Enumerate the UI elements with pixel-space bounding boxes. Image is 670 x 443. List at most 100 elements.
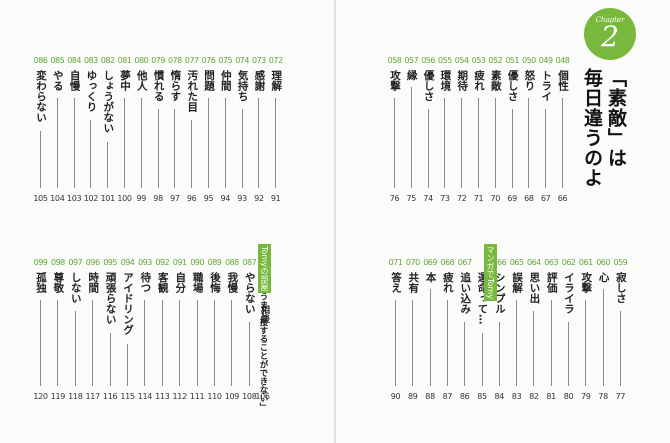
toc-entry: 099 孤独 120 [33, 258, 48, 404]
entry-page-number: 101 [100, 194, 116, 203]
leader-line [481, 333, 483, 386]
leader-line [248, 322, 250, 386]
entry-number: 050 [522, 56, 536, 65]
entry-page-number: 92 [254, 194, 264, 203]
toc-entry: 063 評価 81 [544, 258, 559, 404]
chapter-title-line-1: 「素敵」は [605, 68, 627, 168]
entry-number: 059 [613, 258, 628, 267]
entry-page-number: 94 [220, 194, 231, 203]
toc-entry: 051 優しさ 69 [505, 56, 520, 206]
entry-page-number: 84 [494, 392, 505, 401]
leader-line [585, 300, 587, 386]
entry-page-number: 108 [242, 392, 257, 401]
entry-page-number: 103 [66, 194, 82, 203]
toc-entry: 048 個性 66 [555, 56, 570, 206]
leader-line [179, 300, 181, 386]
entry-title: やらない [243, 272, 256, 314]
entry-number: 053 [471, 56, 486, 65]
entry-page-number: 90 [390, 392, 401, 401]
entry-number: 055 [438, 56, 452, 65]
entry-page-number: 77 [615, 392, 626, 401]
toc-entry: 061 攻撃 79 [578, 258, 593, 404]
toc-entry: 079 慣れる 98 [151, 56, 166, 206]
entry-page-number: 105 [33, 194, 48, 203]
toc-entry: 085 やる 104 [50, 56, 65, 206]
toc-entry: 080 他人 99 [134, 56, 149, 206]
entry-title: しない [69, 272, 82, 304]
leader-line [258, 98, 260, 188]
entry-page-number: 83 [511, 392, 522, 401]
entry-page-number: 70 [490, 194, 501, 203]
entry-title: 理解 [270, 70, 283, 91]
entry-page-number: 87 [442, 392, 453, 401]
entry-page-number: 95 [203, 194, 214, 203]
leader-line [231, 300, 233, 386]
entry-page-number: 109 [224, 392, 240, 401]
entry-title: イライラ [563, 272, 575, 314]
entry-page-number: 75 [406, 194, 417, 203]
entry-number: 067 [457, 258, 472, 267]
toc-entry: 067 追い込み 86 [457, 258, 472, 404]
entry-title: 汚れた目 [186, 70, 199, 112]
entry-title: 本 [424, 272, 437, 283]
entry-number: 096 [85, 258, 100, 267]
entry-title: 問題 [203, 70, 215, 91]
toc-entry: 078 惰らす 97 [167, 56, 182, 206]
entry-page-number: 96 [186, 194, 197, 203]
leader-line [109, 333, 111, 386]
entry-number: 072 [268, 56, 283, 65]
toc-entry: 049 トライ 67 [538, 56, 553, 206]
leader-line [395, 300, 396, 386]
entry-page-number: 74 [423, 194, 433, 203]
entry-title: 優しさ [506, 70, 519, 102]
leader-line [144, 300, 146, 386]
left-page [0, 0, 334, 443]
entry-title: 個性 [557, 70, 569, 91]
toc-entry: 070 共有 89 [405, 258, 420, 404]
entry-title: 素敵 [489, 70, 502, 91]
entry-number: 057 [404, 56, 419, 65]
entry-page-number: 66 [557, 194, 568, 203]
entry-page-number: 68 [524, 194, 534, 203]
consult-label: 相談 [259, 305, 269, 323]
leader-line [511, 109, 513, 188]
entry-number: 048 [555, 56, 570, 65]
entry-number: 076 [201, 56, 216, 65]
leader-line [410, 87, 412, 188]
toc-entry: 082 しょうがない 101 [100, 56, 116, 206]
entry-title: 我慢 [226, 272, 239, 293]
toc-entry: 068 疲れ 87 [440, 258, 455, 404]
entry-number: 077 [184, 56, 199, 65]
entry-title: 惰らす [169, 70, 182, 102]
leader-line [107, 142, 109, 188]
entry-title: しょうがない [102, 70, 115, 133]
leader-line [127, 344, 128, 386]
toc-entry: 084 自慢 103 [67, 56, 82, 206]
toc-entry: 096 時間 117 [85, 258, 101, 404]
entry-page-number: 104 [50, 194, 65, 203]
leader-line [56, 98, 58, 188]
entry-page-number: 79 [581, 392, 591, 401]
entry-title: 変わらない [35, 70, 47, 123]
entry-page-number: 100 [117, 194, 132, 203]
entry-title: 頑張らない [104, 272, 117, 325]
toc-entry: 092 客観 113 [155, 258, 170, 404]
entry-page-number: 69 [507, 194, 517, 203]
leader-line [174, 109, 176, 188]
leader-line [40, 131, 41, 188]
entry-number: 056 [421, 56, 435, 65]
entry-title: 攻撃 [389, 70, 401, 91]
entry-title: 尊敬 [52, 272, 65, 293]
entry-title: トライ [540, 70, 553, 102]
toc-entry: 073 感謝 92 [251, 56, 266, 206]
toc-entry: 050 怒り 68 [521, 56, 536, 206]
entry-page-number: 71 [473, 194, 484, 203]
toc-entry: 095 頑張らない 116 [103, 258, 118, 404]
entry-title: 寂しさ [614, 272, 627, 304]
entry-page-number: 106 [255, 392, 270, 401]
entry-number: 094 [120, 258, 135, 267]
leader-line [528, 98, 530, 188]
entry-number: 083 [84, 56, 98, 65]
entry-title: 共有 [407, 272, 420, 293]
entry-page-number: 102 [83, 194, 99, 203]
